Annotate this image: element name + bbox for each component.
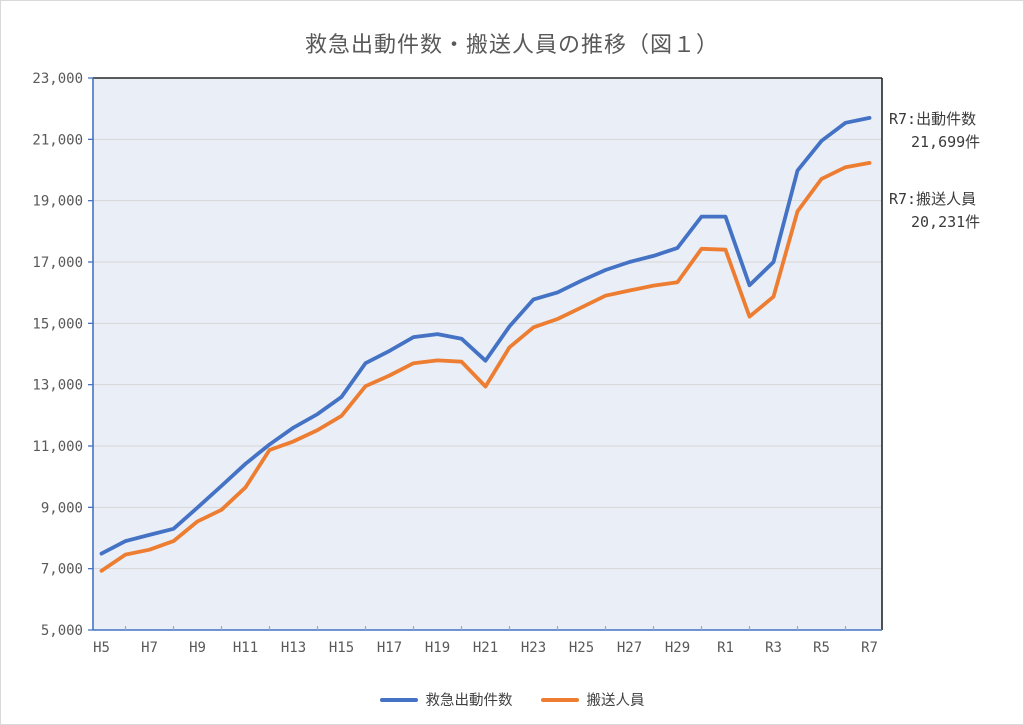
y-axis-label: 21,000	[32, 132, 83, 148]
y-axis-label: 9,000	[41, 500, 83, 516]
x-axis-label: H23	[521, 640, 546, 656]
plot-area	[93, 78, 882, 630]
series-line-dispatch	[99, 116, 872, 556]
legend-item-dispatch: 救急出動件数	[379, 689, 513, 710]
y-axis-label: 13,000	[32, 378, 83, 394]
x-axis-label: H9	[189, 640, 206, 656]
annotation-dispatch-r7: R7:出動件数 21,699件	[889, 108, 1019, 154]
legend-line-swatch-transported	[540, 697, 579, 702]
y-axis-label: 7,000	[41, 562, 83, 578]
x-axis-label: H21	[473, 640, 498, 656]
x-axis-label: H27	[617, 640, 642, 656]
x-axis-label: R5	[813, 640, 830, 656]
series-line-transported	[99, 160, 872, 573]
chart-title: 救急出動件数・搬送人員の推移（図１）	[304, 33, 719, 58]
x-axis-label: R7	[861, 640, 878, 656]
annotation-transported-r7: R7:搬送人員 20,231件	[889, 188, 1019, 234]
annotation-dispatch-value: 21,699件	[911, 133, 981, 151]
x-axis-label: R3	[765, 640, 782, 656]
y-axis-label: 23,000	[32, 71, 83, 87]
chart-legend: 救急出動件数 搬送人員	[1, 689, 1023, 710]
annotation-dispatch-label: R7:出動件数	[889, 110, 977, 128]
legend-label-dispatch: 救急出動件数	[425, 693, 513, 709]
x-axis-label: H13	[281, 640, 306, 656]
y-axis-label: 15,000	[32, 316, 83, 332]
x-axis-label: H15	[329, 640, 354, 656]
annotation-transported-value: 20,231件	[911, 213, 981, 231]
x-axis-label: H5	[93, 640, 110, 656]
legend-label-transported: 搬送人員	[586, 693, 645, 709]
annotation-transported-label: R7:搬送人員	[889, 190, 977, 208]
x-axis-label: H17	[377, 640, 402, 656]
x-axis-label: H29	[665, 640, 690, 656]
legend-line-swatch-dispatch	[379, 697, 418, 702]
x-axis-label: H7	[141, 640, 158, 656]
y-axis-label: 5,000	[41, 623, 83, 639]
legend-item-transported: 搬送人員	[540, 689, 645, 710]
y-axis-label: 19,000	[32, 194, 83, 210]
x-axis-label: H11	[233, 640, 258, 656]
x-axis-label: R1	[717, 640, 734, 656]
x-axis-label: H19	[425, 640, 450, 656]
x-axis-label: H25	[569, 640, 594, 656]
y-axis-label: 11,000	[32, 439, 83, 455]
y-axis-label: 17,000	[32, 255, 83, 271]
